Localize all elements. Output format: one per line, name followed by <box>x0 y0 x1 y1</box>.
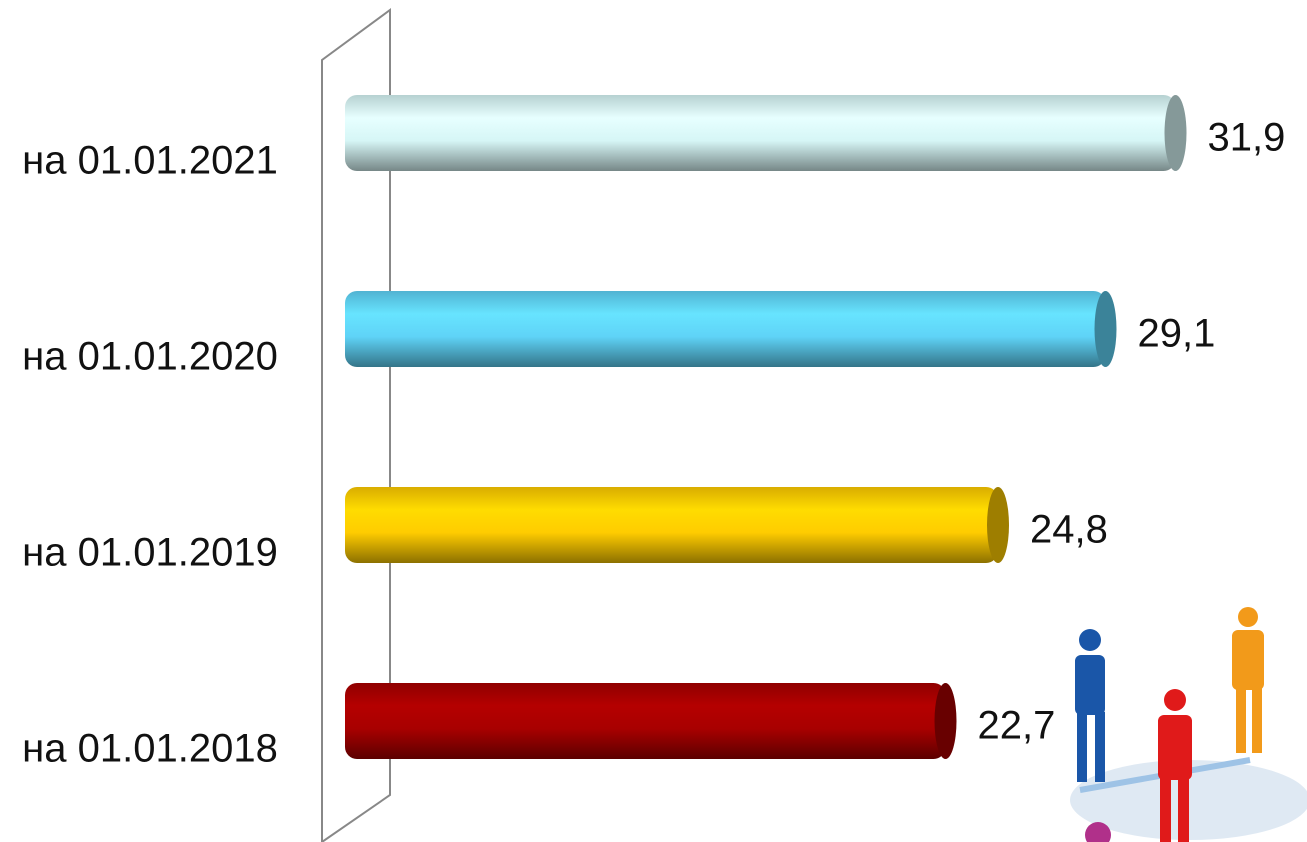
bar <box>345 487 998 563</box>
value-label: 31,9 <box>1208 116 1286 160</box>
bar-cap <box>987 487 1009 563</box>
value-label: 29,1 <box>1138 312 1216 356</box>
value-label: 24,8 <box>1030 508 1108 552</box>
value-label: 22,7 <box>978 704 1056 748</box>
category-label: на 01.01.2021 <box>22 139 278 183</box>
bar <box>345 683 946 759</box>
bar-cap <box>934 683 957 759</box>
category-label: на 01.01.2019 <box>22 531 278 575</box>
bar <box>345 95 1176 171</box>
people-illustration <box>1070 607 1307 842</box>
axis-wall <box>321 8 391 842</box>
bar <box>345 291 1106 367</box>
bar-cap <box>1164 95 1187 171</box>
category-label: на 01.01.2018 <box>22 727 278 771</box>
category-label: на 01.01.2020 <box>22 335 278 379</box>
bar-cap <box>1094 291 1117 367</box>
